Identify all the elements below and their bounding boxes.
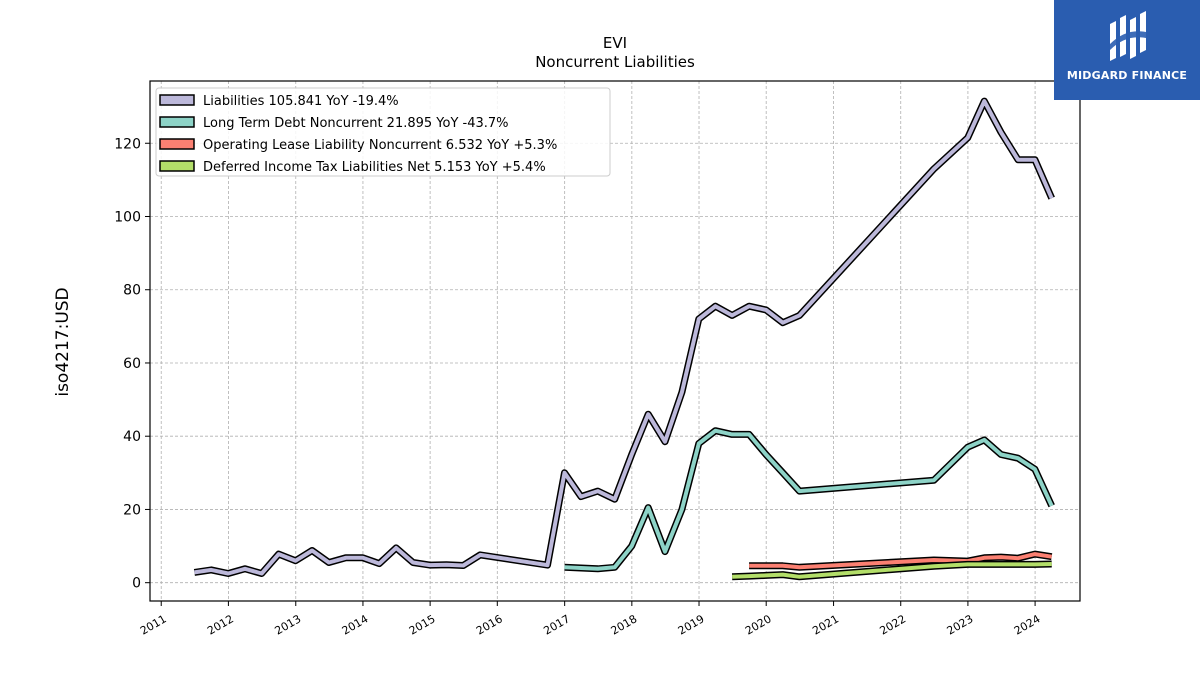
y-tick-label: 100	[114, 209, 141, 225]
legend-item: Operating Lease Liability Noncurrent 6.5…	[159, 138, 557, 153]
x-tick-label: 2013	[273, 612, 304, 637]
series-line	[194, 99, 1054, 576]
y-tick-label: 40	[123, 429, 141, 445]
brand-logo: MIDGARD FINANCE	[1054, 0, 1200, 100]
logo-text: MIDGARD FINANCE	[1066, 69, 1188, 82]
y-tick-label: 20	[123, 502, 141, 518]
y-tick-label: 0	[132, 576, 141, 592]
legend-swatch	[159, 160, 195, 172]
y-tick-label: 120	[114, 136, 141, 152]
x-tick-label: 2021	[810, 612, 841, 637]
legend-label: Long Term Debt Noncurrent 21.895 YoY -43…	[203, 116, 509, 131]
x-tick-label: 2016	[474, 612, 505, 637]
x-tick-label: 2015	[407, 612, 438, 637]
legend-items: Liabilities 105.841 YoY -19.4% Long Term …	[159, 94, 557, 175]
legend-swatch	[159, 94, 195, 106]
chart-subtitle: Noncurrent Liabilities	[535, 53, 695, 71]
legend: Liabilities 105.841 YoY -19.4% Long Term …	[155, 87, 611, 177]
y-tick-label: 60	[123, 356, 141, 372]
x-tick-label: 2012	[205, 612, 236, 637]
legend-label: Deferred Income Tax Liabilities Net 5.15…	[203, 160, 546, 175]
x-tick-label: 2018	[609, 612, 640, 637]
series-line	[732, 562, 1052, 579]
legend-box	[155, 87, 611, 177]
legend-label: Operating Lease Liability Noncurrent 6.5…	[203, 138, 557, 153]
x-tick-label: 2024	[1012, 612, 1043, 637]
plot-frame	[149, 80, 1081, 602]
x-tick-label: 2022	[877, 612, 908, 637]
chart-title: EVI	[603, 34, 627, 52]
series-outline	[564, 427, 1055, 573]
x-tick-label: 2020	[743, 612, 774, 637]
legend-item: Liabilities 105.841 YoY -19.4%	[159, 94, 399, 109]
legend-item: Long Term Debt Noncurrent 21.895 YoY -43…	[159, 116, 509, 131]
series-long-term-debt-noncurrent	[564, 427, 1055, 573]
legend-swatch	[159, 138, 195, 150]
x-tick-label: 2019	[676, 612, 707, 637]
logo-mark-icon	[1110, 11, 1146, 61]
series-group	[193, 97, 1055, 581]
x-tick-label: 2011	[138, 612, 169, 637]
series-line	[564, 428, 1054, 571]
series-deferred-income-tax-liabilities-net	[731, 560, 1052, 581]
y-axis-label: iso4217:USD	[53, 287, 73, 396]
legend-item: Deferred Income Tax Liabilities Net 5.15…	[159, 160, 546, 175]
x-tick-label: 2023	[945, 612, 976, 637]
x-tick-label: 2014	[340, 612, 371, 637]
legend-swatch	[159, 116, 195, 128]
y-tick-label: 80	[123, 283, 141, 299]
x-tick-label: 2017	[541, 612, 572, 637]
legend-label: Liabilities 105.841 YoY -19.4%	[203, 94, 399, 109]
series-liabilities	[193, 97, 1055, 577]
